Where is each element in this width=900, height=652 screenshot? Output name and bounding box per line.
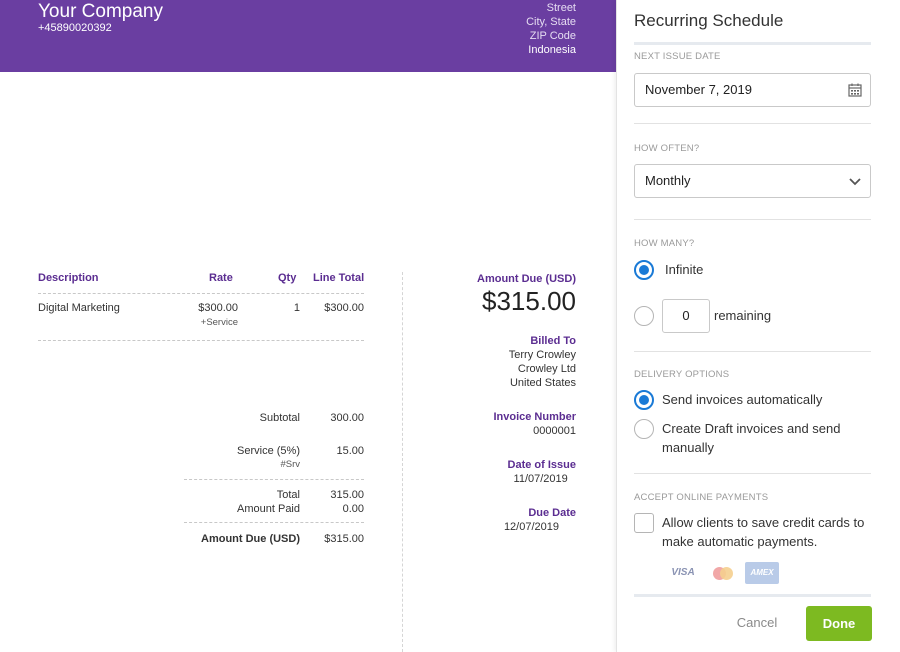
- remaining-radio[interactable]: [634, 306, 654, 326]
- due-date-value: 12/07/2019: [503, 521, 559, 533]
- total-value: 315.00: [330, 489, 364, 501]
- date-of-issue-label: Date of Issue: [507, 459, 576, 471]
- save-cards-line-2: make automatic payments.: [662, 534, 818, 549]
- visa-icon: VISA: [671, 567, 695, 578]
- save-cards-checkbox[interactable]: [634, 513, 654, 533]
- due-divider: [184, 522, 364, 523]
- send-automatically-label[interactable]: Send invoices automatically: [662, 392, 823, 407]
- address-country: Indonesia: [528, 44, 576, 56]
- delivery-options-label: DELIVERY OPTIONS: [634, 369, 730, 380]
- subtotal-value: 300.00: [330, 412, 364, 424]
- col-header-description: Description: [38, 272, 99, 284]
- remaining-label[interactable]: remaining: [714, 308, 772, 323]
- amex-icon: AMEX: [745, 562, 779, 584]
- col-header-line-total: Line Total: [313, 272, 365, 284]
- address-city-state: City, State: [526, 16, 576, 28]
- billed-to-label: Billed To: [530, 335, 576, 347]
- how-often-select[interactable]: Monthly: [634, 164, 871, 198]
- address-street: Street: [546, 2, 576, 14]
- save-cards-label[interactable]: Allow clients to save credit cards to ma…: [662, 513, 864, 551]
- amount-due-label: Amount Due (USD): [201, 533, 300, 545]
- create-draft-line-2: manually: [662, 440, 715, 455]
- row-qty[interactable]: 1: [293, 302, 300, 314]
- service-tax-value: 15.00: [336, 445, 364, 457]
- billed-to-company: Crowley Ltd: [517, 363, 576, 375]
- service-tax-label: Service (5%): [237, 445, 300, 457]
- billed-to-country: United States: [509, 377, 576, 389]
- footer-divider: [634, 594, 871, 597]
- section-divider: [634, 219, 871, 220]
- row-line-total: $300.00: [324, 302, 364, 314]
- row-rate-note: +Service: [200, 317, 238, 328]
- due-date-block[interactable]: Due Date 12/07/2019: [504, 506, 576, 534]
- column-separator: [402, 272, 403, 652]
- invoice-header: Your Company +45890020392 Street City, S…: [0, 0, 616, 72]
- amount-paid-value: 0.00: [342, 503, 364, 515]
- col-header-rate: Rate: [209, 272, 233, 284]
- company-address[interactable]: Street City, State ZIP Code Indonesia: [526, 1, 576, 57]
- invoice-number-value: 0000001: [533, 425, 576, 437]
- infinite-radio[interactable]: [634, 260, 654, 280]
- create-draft-label[interactable]: Create Draft invoices and send manually: [662, 419, 840, 457]
- calendar-icon[interactable]: [848, 83, 862, 97]
- table-row-divider: [38, 340, 364, 341]
- next-issue-date-field[interactable]: November 7, 2019: [634, 73, 871, 107]
- billed-to-name: Terry Crowley: [508, 349, 576, 361]
- mastercard-icon: [713, 567, 733, 580]
- amount-due-summary: Amount Due (USD) $315.00: [477, 272, 576, 316]
- subtotal-label: Subtotal: [259, 412, 300, 424]
- accept-payments-label: ACCEPT ONLINE PAYMENTS: [634, 492, 769, 503]
- how-many-label: HOW MANY?: [634, 238, 695, 249]
- row-rate[interactable]: $300.00: [198, 302, 238, 314]
- total-label: Total: [276, 489, 300, 501]
- next-issue-date-label: NEXT ISSUE DATE: [634, 51, 721, 62]
- billed-to-block[interactable]: Billed To Terry Crowley Crowley Ltd Unit…: [509, 334, 576, 390]
- company-name[interactable]: Your Company: [38, 1, 163, 22]
- create-draft-line-1: Create Draft invoices and send: [662, 421, 841, 436]
- cancel-button[interactable]: Cancel: [722, 612, 792, 634]
- invoice-preview: Your Company +45890020392 Street City, S…: [0, 0, 616, 652]
- row-description[interactable]: Digital Marketing: [38, 302, 120, 314]
- address-zip: ZIP Code: [529, 30, 576, 42]
- create-draft-radio[interactable]: [634, 419, 654, 439]
- next-issue-date-value: November 7, 2019: [645, 82, 752, 97]
- remaining-count-input[interactable]: 0: [662, 299, 710, 333]
- section-divider: [634, 473, 871, 474]
- panel-title: Recurring Schedule: [634, 11, 784, 30]
- amount-paid-label: Amount Paid: [237, 503, 300, 515]
- service-tax-note: #Srv: [280, 459, 300, 470]
- title-divider: [634, 42, 871, 45]
- recurring-schedule-panel: Recurring Schedule NEXT ISSUE DATE Novem…: [616, 0, 900, 652]
- chevron-down-icon: [849, 178, 861, 186]
- how-often-label: HOW OFTEN?: [634, 143, 700, 154]
- send-automatically-radio[interactable]: [634, 390, 654, 410]
- infinite-label[interactable]: Infinite: [665, 262, 704, 277]
- totals-divider: [184, 479, 364, 480]
- invoice-number-label: Invoice Number: [493, 411, 576, 423]
- save-cards-line-1: Allow clients to save credit cards to: [662, 515, 865, 530]
- summary-amount-due: $315.00: [482, 286, 576, 316]
- date-of-issue-block[interactable]: Date of Issue 11/07/2019: [508, 458, 576, 486]
- table-header-divider: [38, 293, 364, 294]
- section-divider: [634, 351, 871, 352]
- done-button[interactable]: Done: [806, 606, 872, 641]
- col-header-qty: Qty: [278, 272, 297, 284]
- section-divider: [634, 123, 871, 124]
- how-often-value: Monthly: [645, 173, 691, 188]
- due-date-label: Due Date: [528, 507, 576, 519]
- company-phone[interactable]: +45890020392: [38, 22, 112, 34]
- amount-due-value: $315.00: [324, 533, 364, 545]
- summary-amount-due-label: Amount Due (USD): [477, 273, 576, 285]
- invoice-number-block[interactable]: Invoice Number 0000001: [493, 410, 576, 438]
- date-of-issue-value: 11/07/2019: [513, 473, 568, 485]
